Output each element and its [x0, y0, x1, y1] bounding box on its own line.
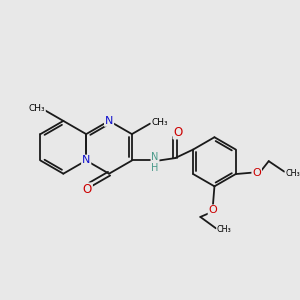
Text: CH₃: CH₃	[285, 169, 300, 178]
Text: O: O	[252, 168, 261, 178]
Text: N: N	[105, 116, 113, 126]
Text: CH₃: CH₃	[152, 118, 168, 127]
Text: O: O	[83, 183, 92, 196]
Text: CH₃: CH₃	[217, 225, 232, 234]
Text: O: O	[173, 125, 183, 139]
Text: CH₃: CH₃	[28, 104, 45, 113]
Text: O: O	[208, 205, 217, 215]
Text: N
H: N H	[151, 152, 159, 173]
Text: N: N	[82, 155, 90, 166]
